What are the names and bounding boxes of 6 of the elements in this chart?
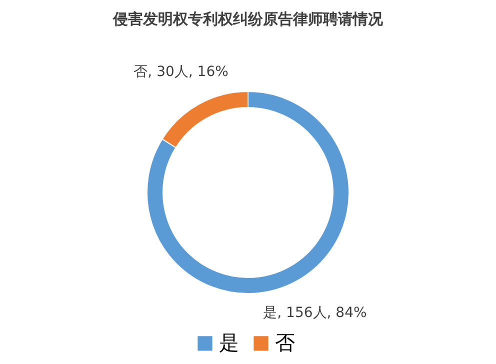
- data-label: 是, 156人, 84%: [263, 305, 367, 322]
- legend-label: 是: [219, 330, 239, 354]
- legend-label: 否: [275, 330, 295, 354]
- chart-title: 侵害发明权专利权纠纷原告律师聘请情况: [112, 10, 384, 28]
- data-label: 否, 30人, 16%: [134, 64, 228, 80]
- donut-slice: [146, 91, 350, 294]
